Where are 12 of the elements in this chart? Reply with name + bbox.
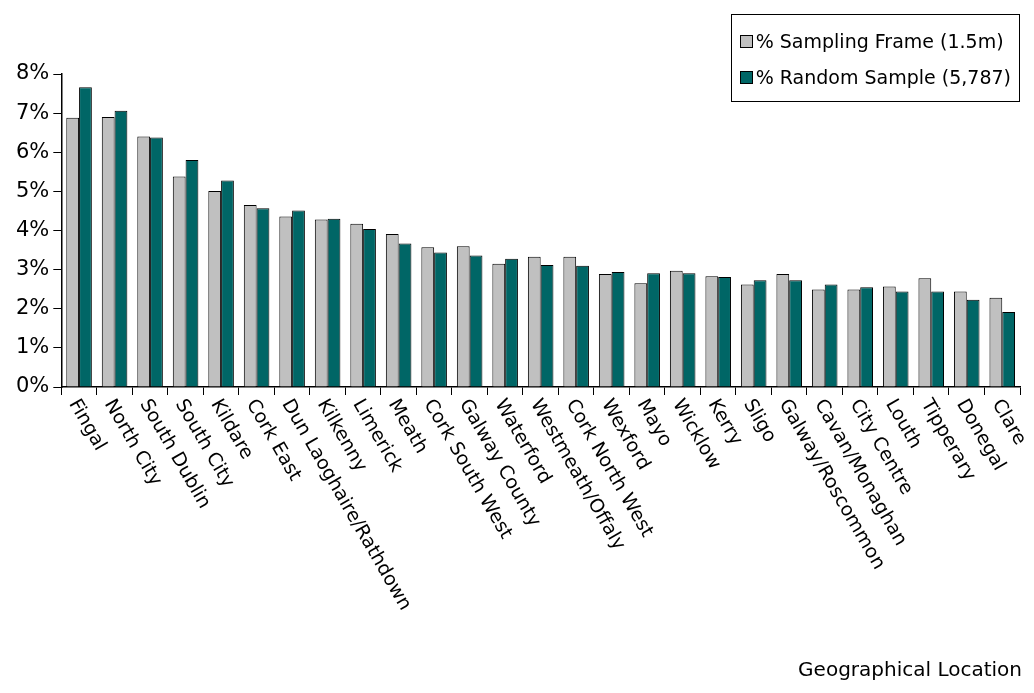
y-tick-label: 6%	[15, 138, 50, 163]
y-tick-label: 5%	[15, 177, 50, 202]
legend-label: % Sampling Frame (1.5m)	[755, 30, 1004, 52]
y-tick-label: 8%	[15, 60, 50, 85]
y-tick-label: 0%	[15, 373, 50, 398]
y-tick-label: 3%	[15, 256, 50, 281]
y-tick-label: 7%	[15, 99, 50, 124]
legend-label: % Random Sample (5,787)	[755, 66, 1011, 88]
y-tick-label: 1%	[15, 334, 50, 359]
y-tick-label: 2%	[15, 295, 50, 320]
y-tick-label: 4%	[15, 216, 50, 241]
x-axis-title: Geographical Location	[798, 657, 1022, 682]
